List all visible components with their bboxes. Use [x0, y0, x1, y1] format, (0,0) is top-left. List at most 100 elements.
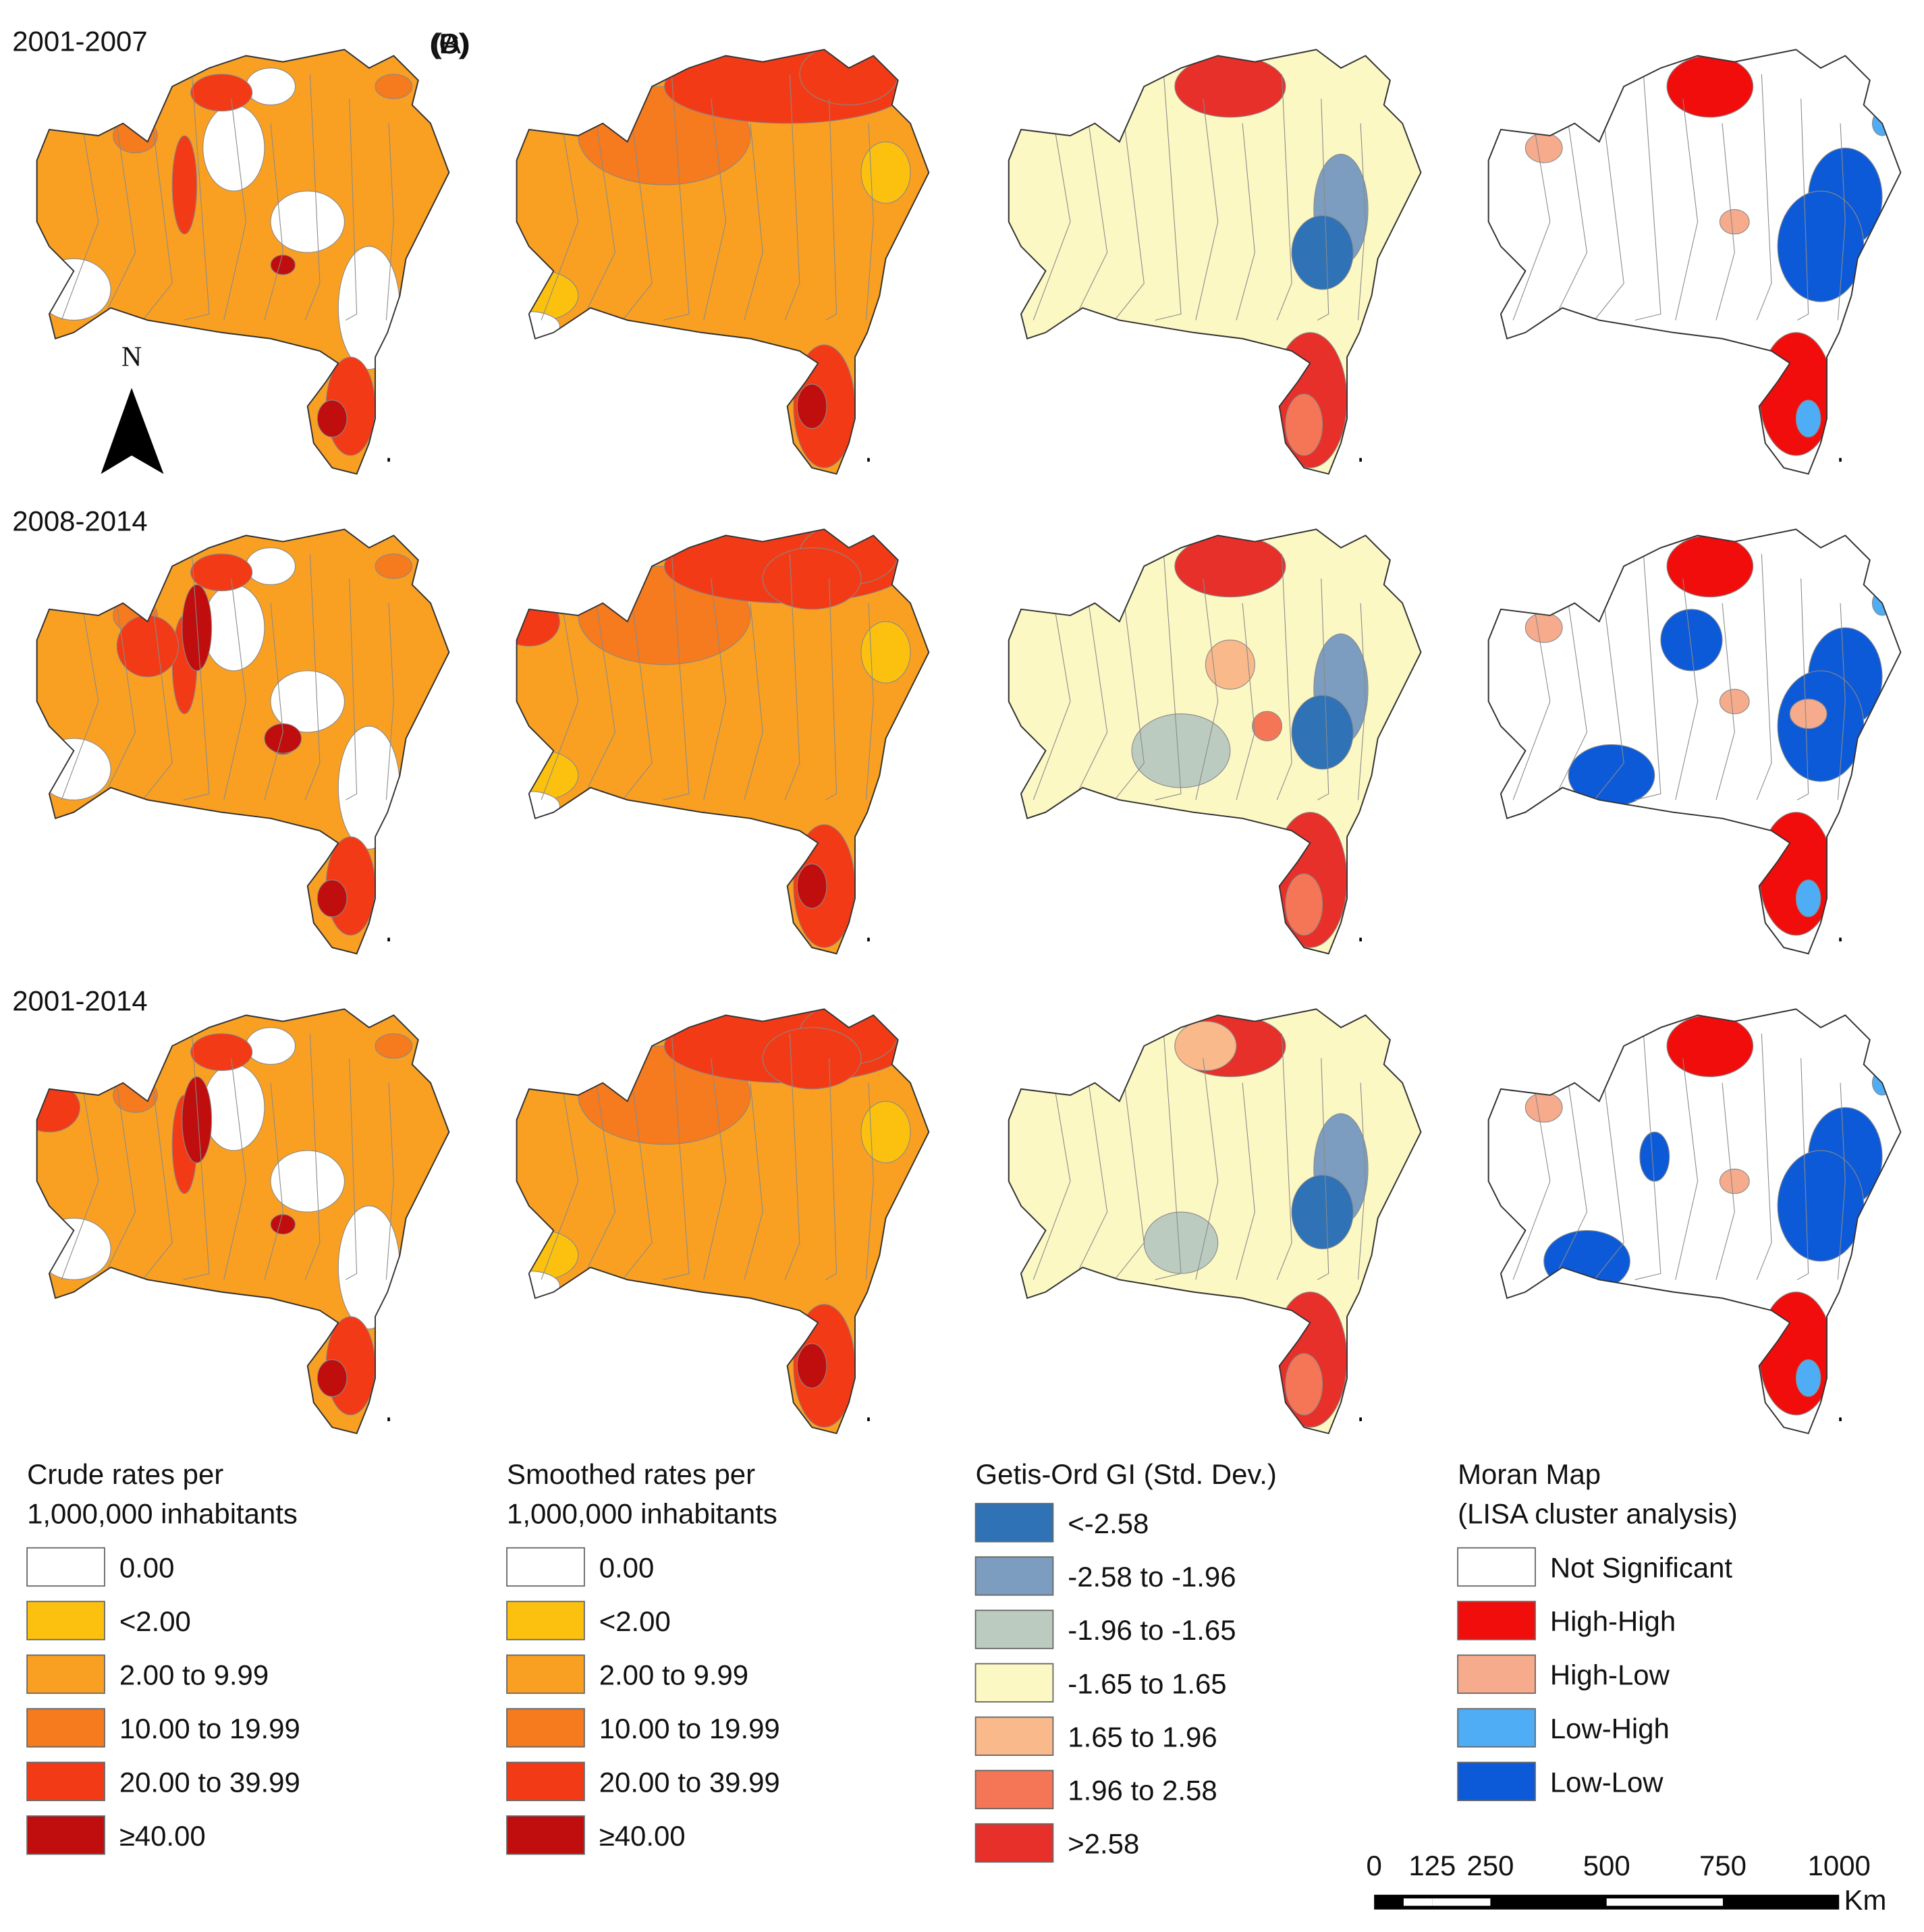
municipality-border [1236, 603, 1255, 800]
map-panel [1008, 528, 1422, 955]
municipality-border [1073, 578, 1108, 800]
state-outline [36, 528, 450, 955]
municipality-border [1634, 553, 1661, 800]
municipality-border [1114, 1082, 1145, 1280]
region [317, 399, 348, 438]
legend-label: 0.00 [599, 1552, 655, 1584]
municipality-border [663, 553, 690, 800]
municipality-border [1276, 1033, 1292, 1280]
region [762, 547, 862, 610]
municipality-border [784, 553, 800, 800]
municipality-border [345, 1058, 358, 1280]
island [867, 1417, 870, 1421]
municipality-border [1715, 603, 1735, 800]
regions [516, 1009, 911, 1428]
map-panel [516, 1008, 930, 1435]
municipality-border [1634, 74, 1661, 321]
region [1205, 639, 1255, 690]
legend-label: 10.00 to 19.99 [119, 1713, 300, 1744]
region [264, 723, 302, 754]
island [1839, 937, 1842, 942]
legend-label: Low-High [1550, 1713, 1670, 1744]
region [190, 553, 253, 592]
municipality-border [622, 123, 653, 321]
municipality-border [1675, 578, 1699, 800]
state-outline [1487, 1008, 1902, 1435]
municipality-border [1756, 553, 1772, 800]
region [1795, 399, 1821, 438]
region [1639, 1132, 1670, 1182]
scale-tick-label: 500 [1583, 1850, 1630, 1881]
region [270, 670, 345, 733]
municipality-border [1276, 553, 1292, 800]
legend-swatch [506, 1761, 585, 1802]
region [1568, 744, 1655, 807]
north-arrow: N [101, 341, 164, 474]
region [190, 1033, 253, 1071]
municipality-border [223, 1058, 247, 1280]
region [36, 258, 111, 321]
region [1666, 534, 1754, 598]
region [190, 74, 253, 112]
state-outline [36, 1008, 450, 1435]
island [1839, 458, 1842, 462]
municipality-border [1317, 99, 1329, 321]
region [270, 254, 296, 275]
region [1719, 209, 1750, 235]
state-outline [516, 1008, 930, 1435]
region [860, 1101, 911, 1163]
region [182, 1076, 213, 1163]
legend-label: -1.65 to 1.65 [1068, 1667, 1226, 1699]
scale-tick-label: 125 [1408, 1850, 1456, 1881]
legend-swatch [1457, 1547, 1536, 1587]
municipality-border [142, 1082, 173, 1280]
legend-label: 0.00 [119, 1552, 175, 1584]
legend-swatch [974, 1823, 1054, 1863]
legend-label: 2.00 to 9.99 [599, 1659, 748, 1691]
municipality-border [385, 123, 394, 321]
municipality-border [1073, 1058, 1108, 1280]
map-panel [1487, 1008, 1902, 1435]
legend-title: Getis-Ord GI (Std. Dev.) [976, 1458, 1277, 1490]
municipality-border [622, 603, 653, 800]
municipality-border [264, 603, 283, 800]
legend-label: 2.00 to 9.99 [119, 1659, 269, 1691]
region [1291, 1174, 1354, 1250]
region [1719, 1168, 1750, 1194]
legend-label: <2.00 [119, 1605, 191, 1637]
municipality-border [1756, 74, 1772, 321]
scale-tick-label: 1000 [1808, 1850, 1871, 1881]
municipality-border [1195, 578, 1219, 800]
region [1131, 713, 1231, 788]
legend-label: 20.00 to 39.99 [599, 1767, 780, 1798]
municipality-border [784, 74, 800, 321]
region [246, 67, 296, 106]
map-panel [1487, 528, 1902, 955]
municipality-border [744, 123, 763, 321]
municipality-border [183, 74, 210, 321]
municipality-border [1553, 1058, 1588, 1280]
region [317, 1359, 348, 1398]
legend-swatch [26, 1761, 105, 1802]
municipality-border [1796, 578, 1809, 800]
region [1524, 132, 1563, 163]
legend-label: -2.58 to -1.96 [1068, 1561, 1236, 1593]
legend-swatch [1457, 1654, 1536, 1694]
legend-title: Moran Map [1458, 1458, 1601, 1490]
legend-label: High-Low [1550, 1659, 1670, 1691]
municipality-border [784, 1033, 800, 1280]
municipality-border [1796, 99, 1809, 321]
region [375, 1033, 413, 1059]
municipality-border [385, 1082, 394, 1280]
legend-swatch [26, 1708, 105, 1748]
legend-swatch [974, 1663, 1054, 1703]
municipality-border [703, 1058, 727, 1280]
region [36, 1217, 111, 1280]
municipality-border [1155, 1033, 1182, 1280]
legend-swatch [974, 1716, 1054, 1756]
region [36, 738, 111, 800]
municipality-border [1553, 99, 1588, 321]
state-outline [516, 49, 930, 475]
region [375, 553, 413, 579]
region [762, 1027, 862, 1090]
